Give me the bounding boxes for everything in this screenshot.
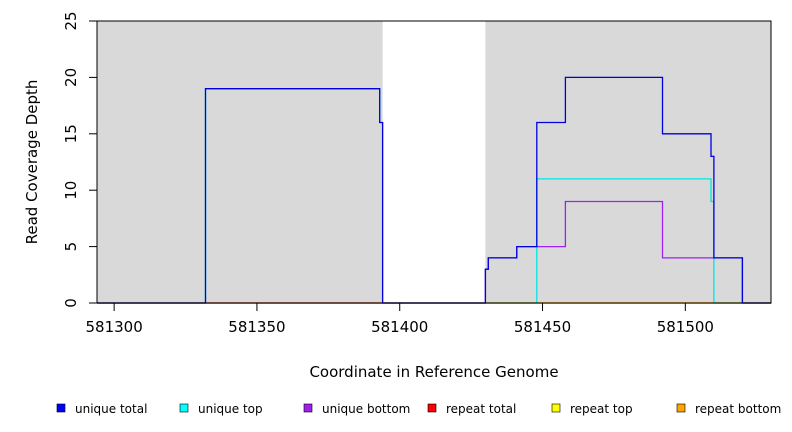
y-tick-label: 5 — [62, 242, 80, 252]
legend-item-repeat-bottom: repeat bottom — [676, 402, 781, 416]
legend-item-unique-bottom: unique bottom — [303, 402, 410, 416]
y-axis: 0 5 10 15 20 25 — [62, 11, 97, 308]
legend-item-repeat-total: repeat total — [427, 402, 516, 416]
legend-label: repeat bottom — [695, 402, 781, 416]
y-tick-label: 0 — [62, 298, 80, 308]
y-axis-title: Read Coverage Depth — [23, 80, 41, 245]
x-tick-label: 581500 — [657, 318, 714, 336]
legend-item-unique-top: unique top — [179, 402, 263, 416]
plot-frame — [96, 20, 772, 304]
legend-swatch — [551, 403, 561, 413]
x-axis-title: Coordinate in Reference Genome — [309, 363, 558, 381]
legend-label: repeat top — [570, 402, 633, 416]
x-tick-label: 581350 — [228, 318, 285, 336]
x-tick-label: 581450 — [514, 318, 571, 336]
legend-label: repeat total — [446, 402, 516, 416]
y-tick-label: 25 — [62, 11, 80, 30]
legend-item-repeat-top: repeat top — [551, 402, 633, 416]
y-tick-label: 10 — [62, 181, 80, 200]
legend-swatch — [427, 403, 437, 413]
legend-swatch — [179, 403, 189, 413]
legend-swatch — [56, 403, 66, 413]
legend: unique total unique top unique bottom repea… — [56, 402, 781, 416]
x-axis: 581300 581350 581400 581450 581500 — [86, 303, 714, 336]
y-tick-label: 20 — [62, 68, 80, 87]
legend-label: unique top — [198, 402, 263, 416]
y-tick-label: 15 — [62, 124, 80, 143]
series-line-unique-total — [97, 76, 771, 304]
x-tick-label: 581300 — [86, 318, 143, 336]
legend-swatch — [676, 403, 686, 413]
x-tick-label: 581400 — [371, 318, 428, 336]
legend-item-unique-total: unique total — [56, 402, 147, 416]
legend-swatch — [303, 403, 313, 413]
shaded-regions — [97, 21, 771, 303]
legend-label: unique bottom — [322, 402, 410, 416]
legend-label: unique total — [75, 402, 147, 416]
shaded-region-2 — [485, 21, 771, 303]
shaded-region-1 — [97, 21, 383, 303]
